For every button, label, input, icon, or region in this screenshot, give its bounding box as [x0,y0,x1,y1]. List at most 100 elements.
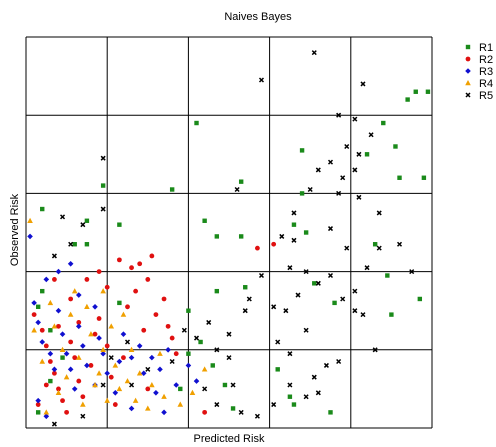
data-point-r5 [100,206,106,212]
data-point-r5 [51,253,57,259]
data-point-r2 [161,296,167,302]
data-point-r1 [72,242,77,247]
data-point-r4 [59,346,66,352]
data-point-r4 [27,217,33,223]
series-r3 [27,233,200,420]
data-point-r1 [40,206,45,212]
data-point-r5 [409,269,415,275]
data-point-r5 [271,304,277,310]
data-point-r1 [194,120,199,126]
data-point-r4 [96,370,102,376]
data-point-r2 [64,409,69,415]
data-point-r5 [108,355,114,361]
data-point-r4 [63,374,70,380]
data-point-r1 [202,218,207,223]
data-point-r5 [169,358,175,365]
data-point-r2 [125,304,130,310]
data-point-r5 [356,194,362,200]
data-point-r5 [327,159,334,165]
data-point-r5 [356,151,362,157]
data-point-r2 [96,316,102,321]
data-point-r1 [417,296,423,302]
data-point-r5 [238,409,244,415]
data-point-r1 [332,300,337,306]
data-point-r3 [67,366,74,373]
series-r4 [27,217,208,415]
data-point-r4 [116,385,123,392]
data-point-r2 [80,394,86,400]
data-point-r5 [202,386,208,392]
data-point-r5 [315,167,321,173]
data-point-r2 [56,386,61,392]
data-point-r4 [104,397,110,403]
data-point-r5 [258,77,265,83]
data-point-r3 [128,405,135,412]
data-point-r5 [336,112,342,118]
data-point-r4 [71,288,78,294]
data-point-r5 [295,292,301,298]
data-point-r5 [344,143,350,150]
data-point-r3 [63,350,70,357]
legend-label-r1: R1 [479,42,493,54]
data-point-r2 [104,284,110,290]
data-point-r1 [186,351,191,356]
data-point-r2 [133,288,139,294]
data-point-r5 [303,269,309,275]
data-point-r3 [173,382,180,388]
plot-grid [25,36,433,429]
legend-marker-r4 [465,80,471,86]
data-point-r3 [43,276,50,283]
data-point-r5 [344,245,350,251]
data-point-r3 [75,323,82,330]
legend-marker-r5 [465,92,471,98]
data-point-r1 [421,175,427,180]
data-point-r5 [68,241,74,247]
data-point-r4 [88,331,94,337]
data-point-r4 [145,405,151,411]
data-point-r4 [67,311,74,317]
data-point-r3 [140,370,147,377]
data-point-r3 [193,378,200,384]
data-point-r1 [303,230,309,235]
data-point-r4 [177,401,184,407]
data-point-r2 [141,327,147,333]
data-point-r4 [84,303,90,309]
data-point-r4 [149,381,155,388]
data-point-r5 [287,265,293,271]
data-point-r3 [67,260,74,267]
data-point-r2 [149,253,155,259]
data-point-r3 [35,319,41,326]
data-point-r1 [328,410,333,415]
data-point-r5 [234,186,240,193]
data-point-r5 [242,308,248,314]
data-point-r1 [312,281,317,286]
data-point-r5 [336,190,342,196]
data-point-r5 [60,214,66,220]
data-point-r4 [136,370,143,376]
data-point-r1 [48,328,53,333]
data-point-r5 [206,319,212,325]
data-point-r1 [210,363,215,368]
data-point-r1 [291,402,297,407]
data-point-r4 [55,389,62,396]
data-point-r1 [299,191,305,196]
data-point-r5 [226,331,232,337]
data-point-r2 [52,277,57,282]
data-point-r3 [96,335,102,341]
data-point-r5 [352,288,358,294]
data-point-r1 [397,175,402,180]
data-point-r3 [43,413,50,420]
data-point-r4 [47,299,54,306]
data-point-r5 [287,351,293,357]
data-point-r5 [311,374,317,380]
data-point-r3 [27,233,33,240]
legend-marker-r2 [465,56,471,62]
data-point-r2 [56,323,61,329]
data-point-r1 [275,367,280,372]
data-point-r3 [55,268,62,275]
data-point-r2 [145,386,151,392]
data-point-r1 [393,144,398,149]
data-point-r5 [214,402,220,408]
data-point-r1 [84,242,90,247]
